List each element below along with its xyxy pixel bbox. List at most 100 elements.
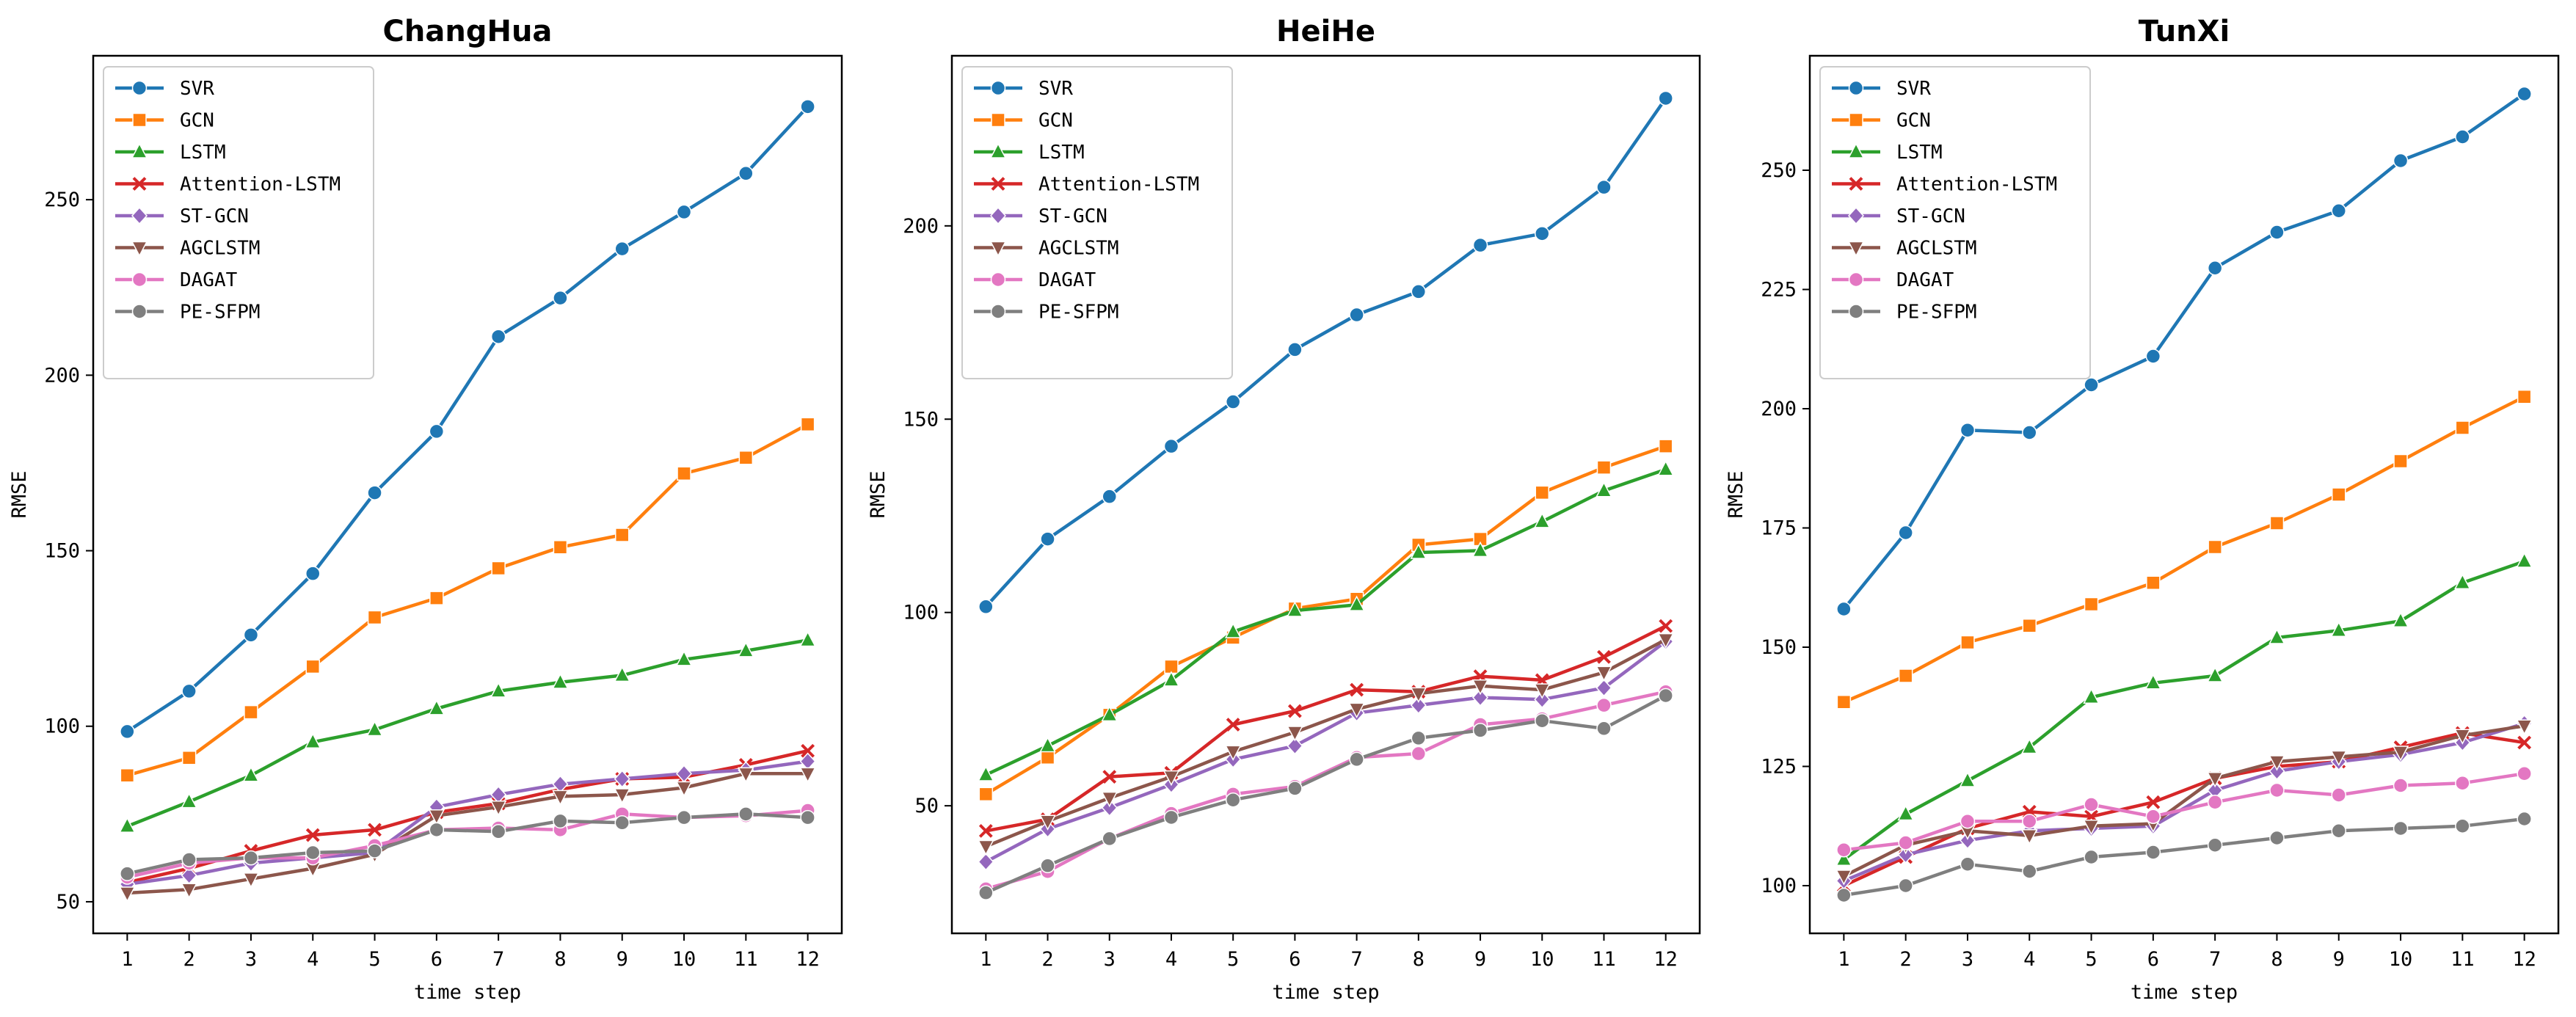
- legend-label: SVR: [1896, 78, 1931, 100]
- data-point: [1835, 850, 1852, 866]
- axes-frame: [92, 54, 843, 935]
- legend-item: LSTM: [1832, 142, 1943, 164]
- legend-label: ST-GCN: [180, 205, 249, 227]
- data-point: [367, 843, 382, 859]
- legend-marker: [1847, 206, 1865, 225]
- data-point: [978, 599, 994, 615]
- data-point: [2269, 830, 2285, 846]
- data-point: [1960, 814, 1976, 829]
- x-tick-label: 12: [1653, 948, 1678, 971]
- series-agclstm: [978, 633, 1674, 856]
- data-point: [1534, 512, 1551, 528]
- legend-item: GCN: [1832, 110, 1931, 132]
- legend-marker: [131, 80, 148, 96]
- x-tick-label: 8: [1413, 948, 1425, 971]
- data-point: [2455, 818, 2470, 834]
- series-line: [127, 759, 808, 886]
- data-point: [552, 673, 569, 689]
- data-point: [614, 528, 630, 542]
- data-point: [1287, 601, 1303, 617]
- data-point: [1472, 723, 1488, 738]
- data-point: [1898, 835, 1913, 850]
- series-line: [985, 638, 1667, 848]
- legend-label: DAGAT: [1038, 269, 1096, 291]
- x-tick-label: 9: [2333, 948, 2345, 971]
- data-point: [1348, 702, 1365, 719]
- legend: SVR GCN LSTM Attention-LSTM ST-GCN AGCLSTM DAG…: [103, 66, 374, 379]
- data-point: [428, 699, 445, 715]
- data-point: [119, 817, 136, 833]
- data-point: [1959, 771, 1976, 787]
- data-point: [2393, 153, 2409, 169]
- legend-box: [103, 66, 374, 379]
- legend-label: AGCLSTM: [1038, 238, 1119, 260]
- legend-marker: [990, 271, 1006, 288]
- data-point: [2516, 552, 2533, 568]
- data-point: [1102, 489, 1117, 504]
- data-point: [800, 809, 815, 825]
- legend-marker: [1847, 241, 1865, 258]
- y-axis-label: RMSE: [867, 470, 889, 518]
- data-point: [1411, 284, 1427, 299]
- legend-label: Attention-LSTM: [180, 174, 341, 196]
- x-tick-label: 5: [1227, 948, 1239, 971]
- series-gcn: [1836, 390, 2532, 710]
- legend: SVR GCN LSTM Attention-LSTM ST-GCN AGCLSTM DAG…: [961, 66, 1233, 379]
- data-point: [2331, 823, 2346, 839]
- data-point: [119, 886, 136, 903]
- data-point: [1534, 683, 1551, 699]
- data-point: [1658, 439, 1673, 453]
- data-point: [1472, 237, 1488, 253]
- data-point: [1163, 809, 1179, 825]
- series-line: [1844, 772, 2525, 852]
- x-tick-label: 3: [1962, 948, 1973, 971]
- x-axis-label: time step: [1272, 981, 1379, 1004]
- legend-label: Attention-LSTM: [1896, 174, 2057, 196]
- legend-label: PE-SFPM: [1038, 302, 1119, 324]
- data-point: [1102, 770, 1117, 784]
- y-tick-label: 125: [1761, 756, 1797, 779]
- series-dagat: [1836, 766, 2532, 858]
- x-tick-label: 8: [554, 948, 566, 971]
- data-point: [2146, 575, 2161, 590]
- data-point: [1535, 226, 1550, 241]
- x-tick-label: 4: [2023, 948, 2035, 971]
- data-point: [181, 751, 197, 765]
- legend-marker: [989, 241, 1007, 258]
- data-point: [2021, 829, 2038, 845]
- data-point: [2022, 619, 2037, 633]
- series-group: [119, 99, 816, 903]
- data-point: [2206, 666, 2224, 682]
- data-point: [2206, 772, 2224, 788]
- data-point: [2207, 260, 2223, 276]
- series-line: [985, 640, 1667, 864]
- data-point: [677, 466, 691, 481]
- legend-marker: [131, 206, 148, 225]
- data-point: [614, 788, 630, 804]
- data-point: [2269, 225, 2285, 240]
- x-tick-label: 6: [431, 948, 443, 971]
- legend-label: GCN: [1038, 110, 1073, 132]
- data-point: [1597, 649, 1611, 664]
- y-tick-label: 100: [1761, 875, 1797, 897]
- series-line: [985, 694, 1667, 894]
- series-line: [126, 638, 808, 828]
- data-point: [120, 723, 135, 740]
- data-point: [1596, 481, 1612, 497]
- series-line: [1843, 724, 2525, 878]
- series-line: [126, 105, 809, 733]
- y-tick-label: 175: [1761, 517, 1797, 540]
- data-point: [2268, 755, 2285, 771]
- data-point: [1836, 695, 1852, 710]
- data-point: [1657, 633, 1674, 649]
- series-gcn: [978, 439, 1673, 802]
- x-tick-label: 11: [1592, 948, 1616, 971]
- data-point: [1410, 543, 1427, 559]
- legend-marker: [989, 206, 1007, 225]
- y-tick-label: 150: [1761, 636, 1797, 659]
- data-point: [2145, 809, 2161, 824]
- data-point: [676, 204, 692, 220]
- data-point: [120, 866, 135, 881]
- series-lstm: [978, 460, 1674, 781]
